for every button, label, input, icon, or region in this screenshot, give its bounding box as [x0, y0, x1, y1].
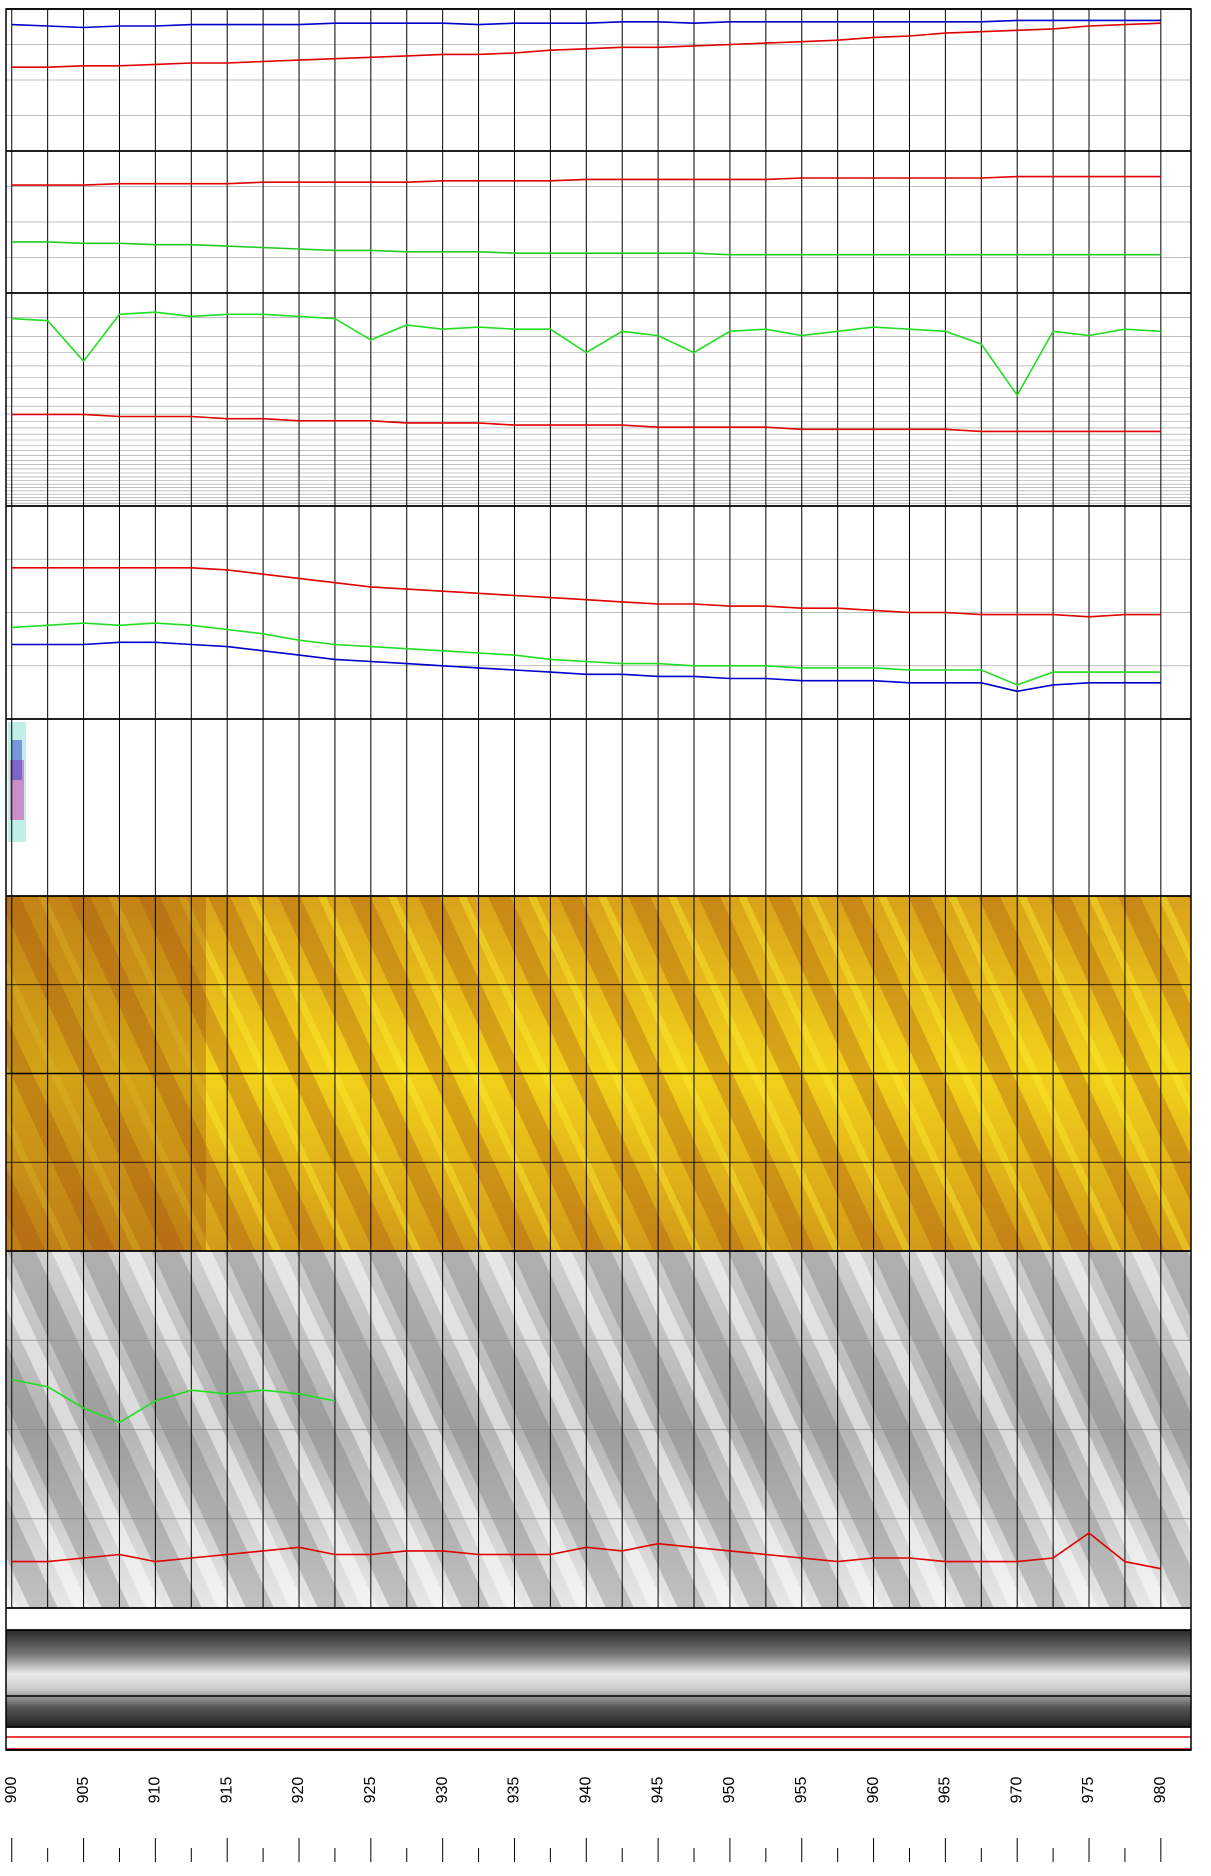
curve: [11, 622, 1161, 686]
curve: [11, 641, 1161, 693]
x-tick-label: 930: [434, 1777, 451, 1804]
x-tick-label: 950: [721, 1777, 738, 1804]
curve: [11, 241, 1161, 256]
borehole-image: [6, 1630, 1191, 1727]
x-tick-label: 965: [937, 1777, 954, 1804]
x-tick-label: 945: [649, 1777, 666, 1804]
frames: [5, 8, 1192, 1751]
grid: [6, 9, 1191, 1608]
x-tick-label: 910: [147, 1777, 164, 1804]
image-panels: [6, 722, 1191, 1750]
x-tick-label: 940: [578, 1777, 595, 1804]
x-tick-label: 905: [75, 1777, 92, 1804]
curve: [11, 175, 1161, 186]
frame: [5, 8, 1192, 1751]
small-trace: [8, 722, 26, 842]
x-tick-label: 960: [865, 1777, 882, 1804]
x-tick-label: 955: [793, 1777, 810, 1804]
curve: [11, 19, 1161, 29]
curve: [11, 567, 1161, 618]
x-tick-label: 925: [362, 1777, 379, 1804]
curve: [11, 311, 1161, 397]
curves: [11, 19, 1161, 1570]
x-tick-label: 920: [290, 1777, 307, 1804]
x-tick-label: 970: [1008, 1777, 1025, 1804]
x-tick-label: 935: [506, 1777, 523, 1804]
curve: [11, 413, 1161, 433]
curve: [11, 1532, 1161, 1570]
x-tick-label: 915: [218, 1777, 235, 1804]
x-tick-label: 900: [3, 1777, 20, 1804]
x-tick-label: 975: [1080, 1777, 1097, 1804]
curve: [11, 1378, 336, 1424]
depth-axis: 900 905 910 915 920 925 930 935 940 945 950 955 960 9…: [3, 1777, 1169, 1862]
curve: [11, 22, 1161, 68]
x-tick-label: 980: [1152, 1777, 1169, 1804]
